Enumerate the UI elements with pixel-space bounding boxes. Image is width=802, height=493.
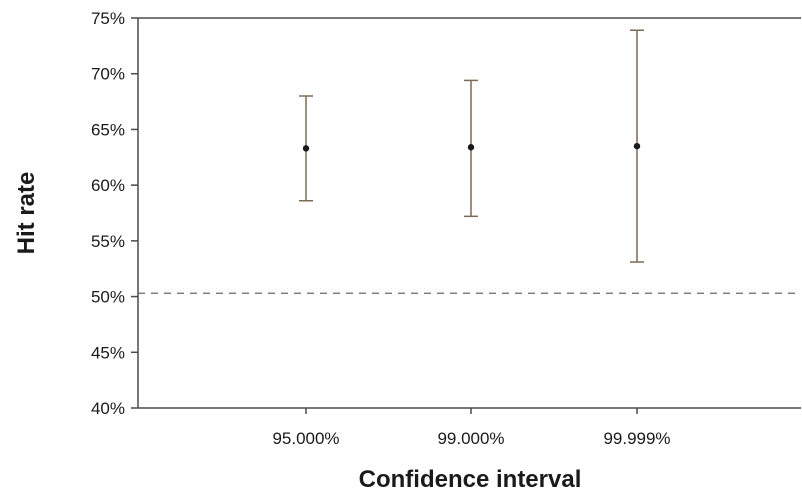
data-point <box>302 145 310 152</box>
y-axis-title: Hit rate <box>13 172 40 255</box>
plot-frame <box>137 17 801 409</box>
y-tick-label: 45% <box>91 343 125 362</box>
data-marks <box>299 29 644 263</box>
x-axis-title: Confidence interval <box>359 466 582 493</box>
y-tick-label: 55% <box>91 232 125 251</box>
x-tick-label: 95.000% <box>272 429 339 448</box>
error-bar-group <box>464 79 478 218</box>
data-point <box>467 144 475 151</box>
error-bar-group <box>299 95 313 202</box>
y-tick-label: 60% <box>91 176 125 195</box>
y-tick-label: 65% <box>91 120 125 139</box>
y-tick-label: 50% <box>91 288 125 307</box>
data-point <box>633 142 641 150</box>
y-axis: 40% 45% 50% 55% 60% 65% 70% 75% <box>91 9 138 418</box>
error-bar-group <box>630 29 644 263</box>
x-tick-label: 99.000% <box>437 429 504 448</box>
x-tick-label: 99.999% <box>603 429 670 448</box>
y-tick-label: 75% <box>91 9 125 28</box>
x-axis: 95.000% 99.000% 99.999% <box>272 408 671 448</box>
y-tick-label: 70% <box>91 65 125 84</box>
y-tick-label: 40% <box>91 399 125 418</box>
